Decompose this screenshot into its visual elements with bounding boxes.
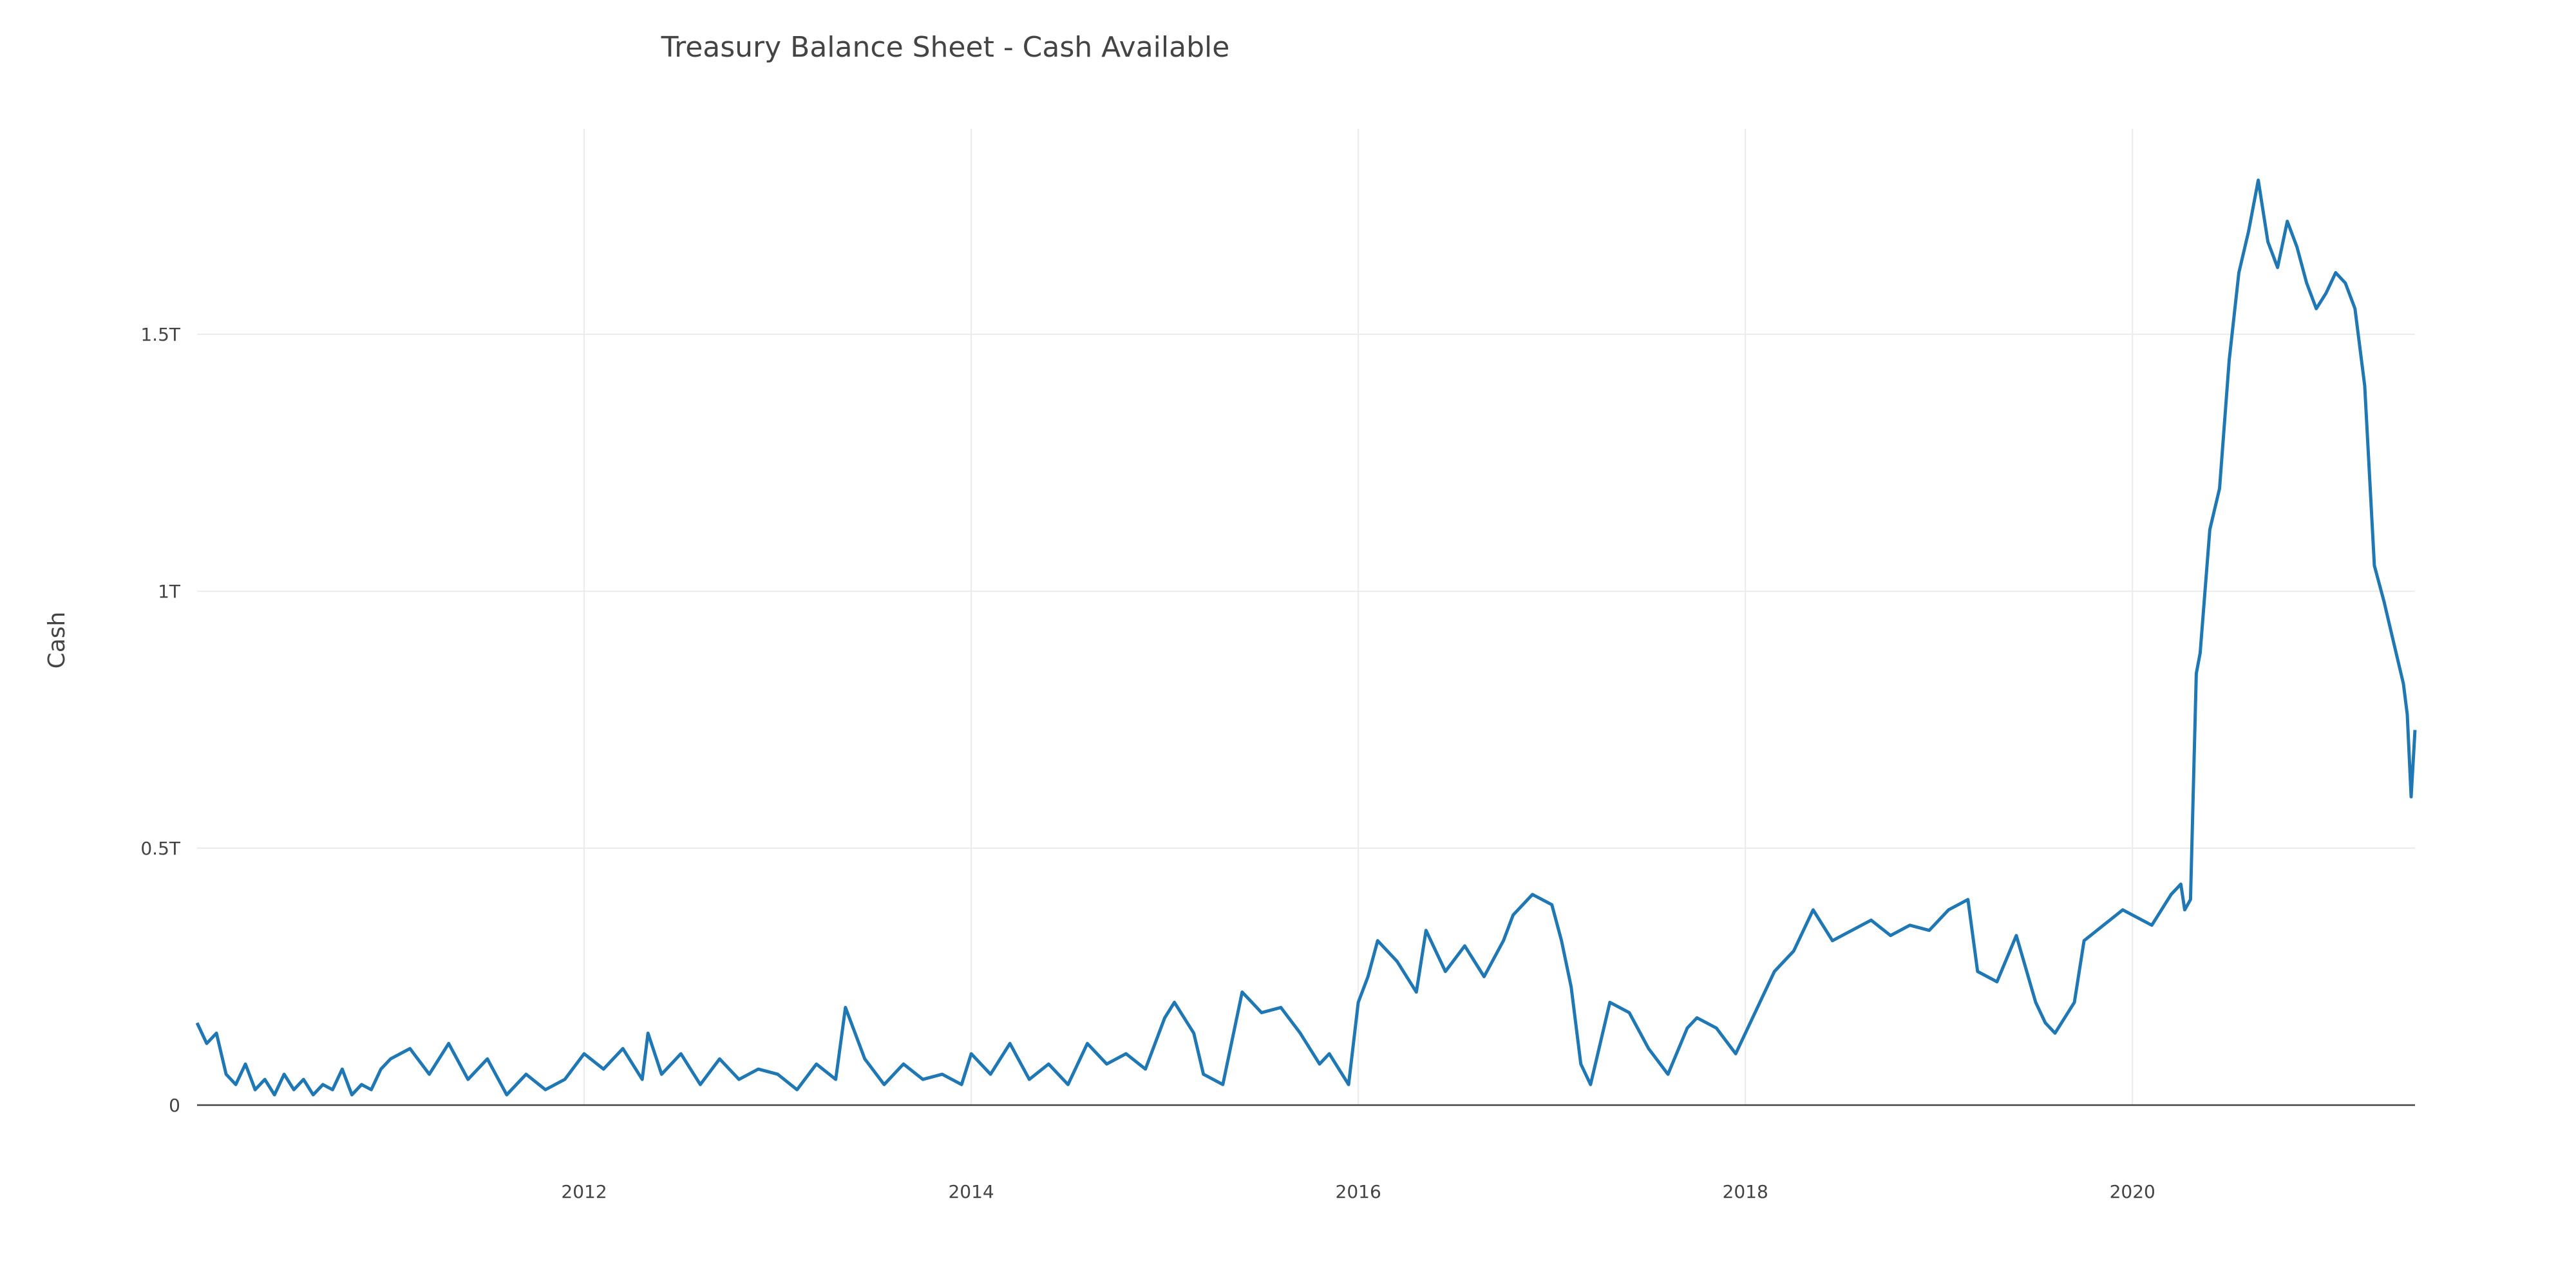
y-tick-label-3: 1.5T xyxy=(140,324,181,345)
y-tick-labels: 0 0.5T 1T 1.5T xyxy=(140,324,181,1116)
x-tick-label-0: 2012 xyxy=(561,1181,607,1202)
x-tick-label-1: 2014 xyxy=(948,1181,994,1202)
chart-title: Treasury Balance Sheet - Cash Available xyxy=(661,31,1230,64)
x-tick-label-4: 2020 xyxy=(2110,1181,2155,1202)
x-tick-labels: 2012 2014 2016 2018 2020 xyxy=(561,1181,2155,1202)
y-axis-title: Cash xyxy=(44,612,70,669)
y-tick-label-2: 1T xyxy=(158,581,181,602)
x-tick-label-2: 2016 xyxy=(1336,1181,1381,1202)
y-tick-label-0: 0 xyxy=(169,1095,180,1116)
cash-series-line xyxy=(195,178,2417,1097)
y-tick-label-1: 0.5T xyxy=(140,838,181,859)
x-tick-label-3: 2018 xyxy=(1723,1181,1768,1202)
grid-lines xyxy=(197,129,2415,1105)
